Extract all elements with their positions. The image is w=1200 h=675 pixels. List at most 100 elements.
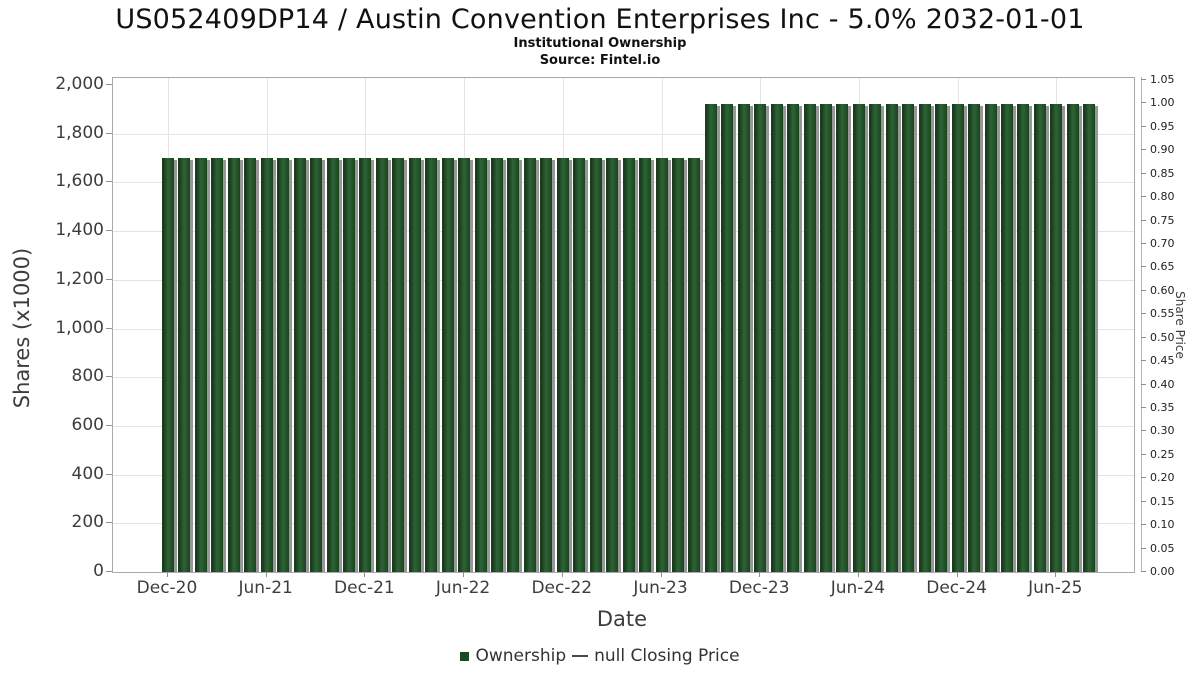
ownership-bar[interactable]	[787, 104, 800, 572]
ownership-bar[interactable]	[425, 158, 438, 572]
x-tick-label: Dec-20	[136, 578, 198, 598]
ownership-bar[interactable]	[507, 158, 520, 572]
ownership-bar[interactable]	[326, 158, 339, 572]
ownership-bar[interactable]	[556, 158, 569, 572]
ownership-bar[interactable]	[162, 158, 174, 572]
x-tick-label: Jun-22	[435, 578, 491, 598]
tick-mark	[1141, 477, 1146, 479]
ownership-bar[interactable]	[178, 158, 191, 572]
ownership-bar[interactable]	[1000, 104, 1013, 572]
ownership-bar[interactable]	[918, 104, 931, 572]
y2-tick-label: 0.80	[1150, 190, 1175, 204]
y2-tick-label: 0.35	[1150, 401, 1175, 414]
ownership-bar[interactable]	[836, 104, 849, 572]
tick-mark	[106, 132, 112, 134]
y2-tick-label: 0.05	[1150, 541, 1175, 555]
tick-mark	[106, 327, 112, 329]
ownership-bar[interactable]	[1050, 104, 1063, 572]
ownership-bar[interactable]	[803, 104, 816, 572]
tick-mark	[1141, 172, 1146, 174]
ownership-bar[interactable]	[655, 158, 668, 572]
ownership-bar[interactable]	[342, 158, 355, 572]
ownership-bar[interactable]	[293, 158, 306, 572]
x-tick-label: Jun-21	[238, 578, 293, 598]
ownership-bar[interactable]	[721, 104, 734, 572]
y2-tick-label: 0.70	[1150, 237, 1175, 250]
y2-tick-label: 0.60	[1150, 283, 1175, 297]
tick-mark	[1141, 407, 1146, 408]
ownership-bar[interactable]	[770, 104, 783, 572]
ownership-bar[interactable]	[951, 104, 964, 572]
tick-mark	[1141, 547, 1146, 549]
ownership-bar[interactable]	[885, 104, 898, 572]
ownership-bar[interactable]	[704, 104, 717, 572]
y2-tick-label: 0.65	[1150, 260, 1175, 274]
ownership-bar[interactable]	[589, 158, 602, 572]
y2-tick-label: 1.00	[1150, 96, 1175, 110]
ownership-bar[interactable]	[639, 158, 652, 572]
ownership-bar[interactable]	[260, 158, 273, 572]
tick-mark	[1141, 571, 1146, 572]
ownership-bar[interactable]	[573, 158, 586, 572]
y2-tick-label: 0.30	[1150, 424, 1175, 438]
ownership-bar[interactable]	[606, 158, 619, 572]
x-tick-label: Dec-23	[728, 578, 790, 598]
tick-mark	[1055, 572, 1057, 577]
ownership-bar[interactable]	[441, 158, 454, 572]
ownership-bar[interactable]	[244, 158, 257, 572]
y2-tick-label: 0.55	[1150, 307, 1175, 321]
legend-item-ownership[interactable]: Ownership	[460, 646, 566, 666]
ownership-bar[interactable]	[902, 104, 915, 572]
tick-mark	[167, 572, 168, 577]
ownership-bar[interactable]	[540, 158, 553, 572]
ownership-bar[interactable]	[359, 158, 372, 572]
chart-source: Source: Fintel.io	[539, 53, 661, 68]
ownership-bar[interactable]	[622, 158, 635, 572]
ownership-bar[interactable]	[820, 104, 832, 572]
ownership-bar[interactable]	[227, 158, 240, 572]
ownership-bar[interactable]	[523, 158, 536, 572]
tick-mark	[956, 572, 958, 577]
ownership-bar[interactable]	[375, 158, 388, 572]
y-tick-label: 400	[71, 463, 104, 484]
ownership-bar[interactable]	[491, 158, 503, 572]
tick-mark	[857, 572, 859, 577]
ownership-bar[interactable]	[458, 158, 471, 572]
ownership-bar[interactable]	[968, 104, 981, 572]
ownership-bar[interactable]	[474, 158, 487, 572]
x-tick-label: Dec-21	[334, 578, 395, 598]
ownership-bar[interactable]	[869, 104, 882, 572]
legend-item-closing-price[interactable]: null Closing Price	[572, 646, 740, 666]
ownership-bar[interactable]	[754, 104, 767, 572]
ownership-bar[interactable]	[1066, 104, 1079, 572]
ownership-bar[interactable]	[1083, 104, 1096, 572]
ownership-bar[interactable]	[277, 158, 290, 572]
ownership-bar[interactable]	[1017, 104, 1030, 572]
ownership-bar[interactable]	[392, 158, 405, 572]
y2-tick-label: 0.45	[1150, 354, 1175, 368]
ownership-bar[interactable]	[310, 158, 323, 572]
plot-area[interactable]	[112, 77, 1135, 573]
ownership-bar[interactable]	[211, 158, 224, 572]
ownership-swatch-icon	[460, 651, 470, 661]
ownership-bar[interactable]	[852, 104, 865, 572]
tick-mark	[1141, 313, 1146, 315]
tick-mark	[660, 572, 662, 577]
legend: Ownership null Closing Price	[0, 646, 1200, 666]
ownership-bar[interactable]	[1033, 104, 1046, 572]
y-tick-label: 0	[93, 561, 104, 581]
ownership-bar[interactable]	[737, 104, 750, 572]
ownership-bar[interactable]	[408, 158, 421, 572]
ownership-bar[interactable]	[194, 158, 207, 572]
y2-tick-label: 0.10	[1150, 518, 1175, 532]
tick-mark	[1141, 383, 1146, 385]
tick-mark	[1141, 289, 1146, 291]
y-tick-label: 1,600	[55, 171, 104, 192]
ownership-bar[interactable]	[671, 158, 684, 572]
ownership-bar[interactable]	[984, 104, 997, 572]
tick-mark	[1141, 196, 1146, 198]
ownership-bar[interactable]	[935, 104, 948, 572]
ownership-bar[interactable]	[688, 158, 701, 572]
tick-mark	[106, 376, 112, 378]
